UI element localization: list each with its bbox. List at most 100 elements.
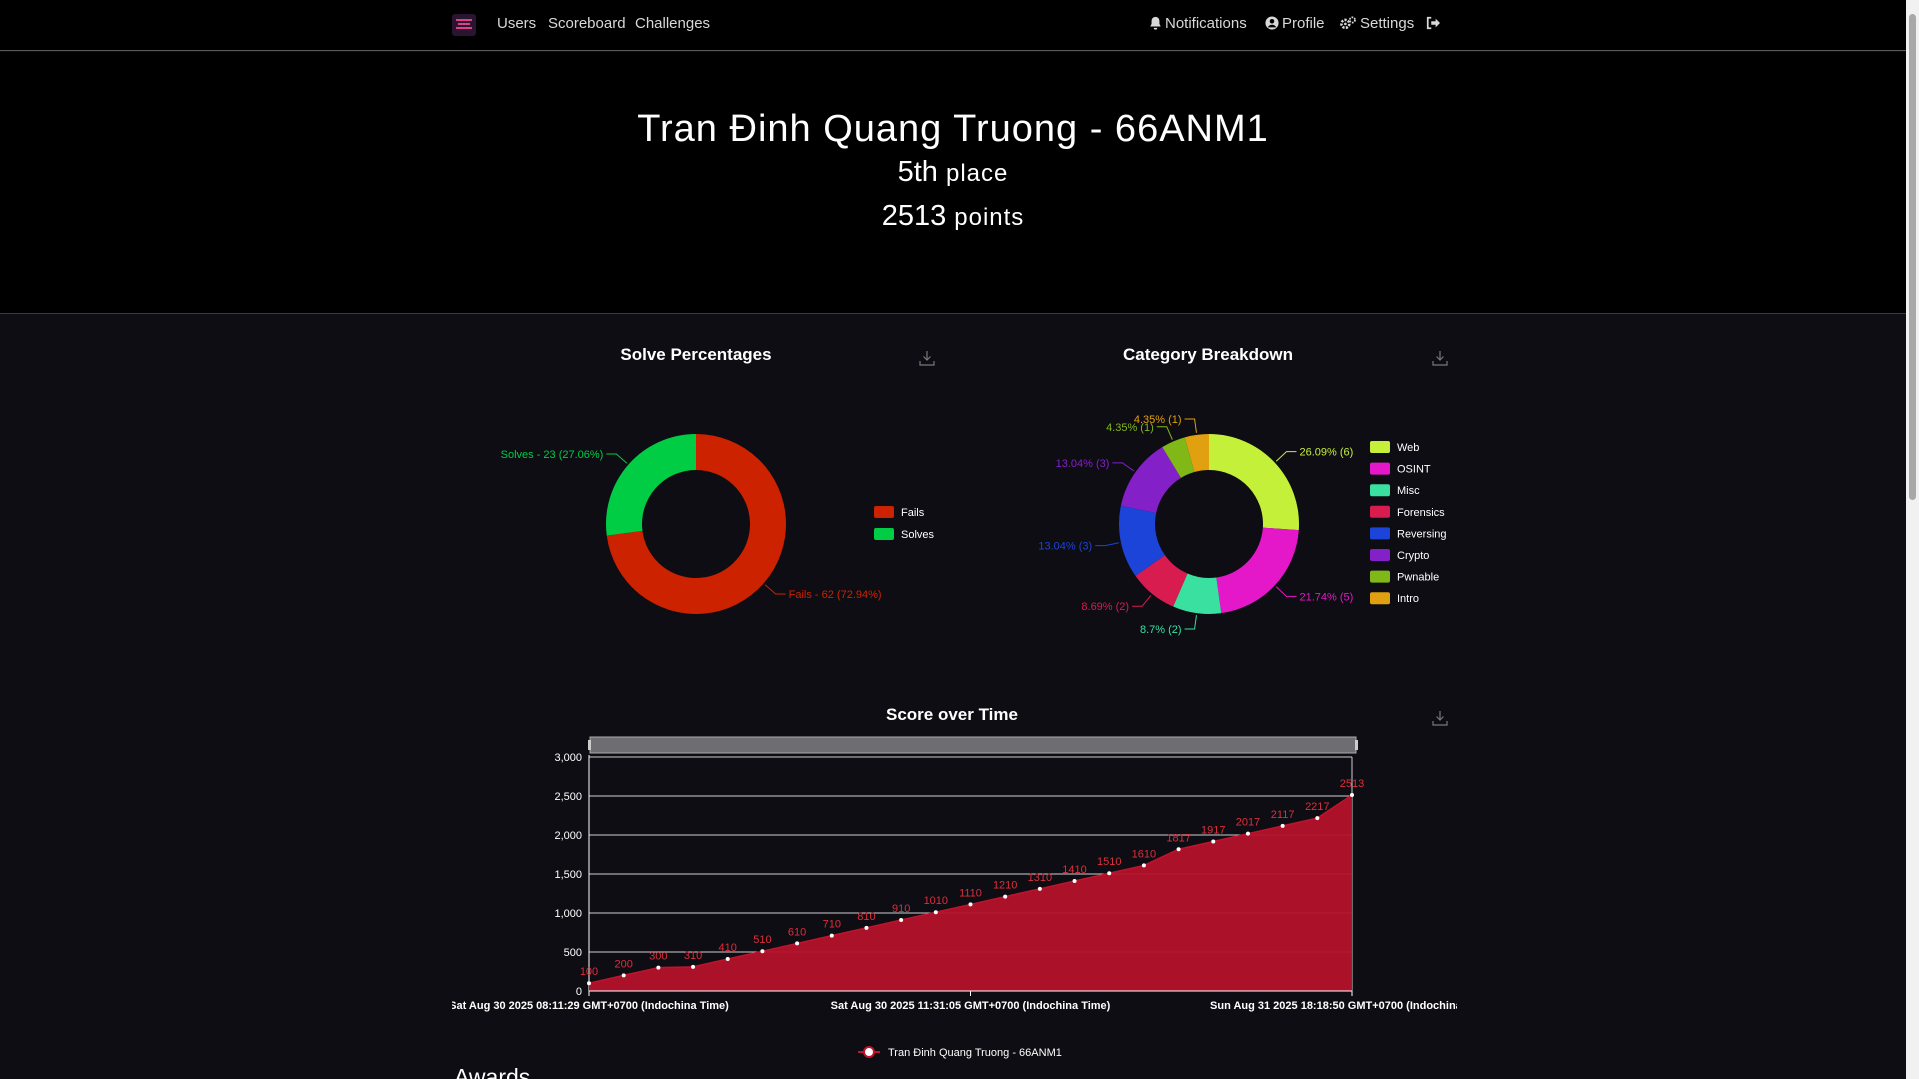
place-label: place xyxy=(946,160,1009,187)
legend-label-misc: Misc xyxy=(1397,485,1420,497)
data-label: 2117 xyxy=(1271,809,1295,821)
download-icon[interactable] xyxy=(1432,350,1448,366)
y-tick-label: 3,000 xyxy=(554,752,582,764)
legend-label-fails: Fails xyxy=(901,507,925,519)
profile-place: 5th place xyxy=(0,156,1906,189)
data-label: 1010 xyxy=(924,895,948,907)
nav-notifications[interactable]: Notifications xyxy=(1149,15,1247,32)
gears-icon xyxy=(1340,16,1356,30)
data-point xyxy=(1211,839,1216,844)
zoom-handle-left xyxy=(588,740,591,750)
data-point xyxy=(1280,823,1285,828)
data-point xyxy=(1176,847,1181,852)
slice-forensics xyxy=(1135,555,1188,607)
slice-label-line xyxy=(1095,542,1120,547)
points-label: points xyxy=(954,204,1025,231)
legend-label-forensics: Forensics xyxy=(1397,507,1445,519)
category-breakdown-chart: 26.09% (6) 21.74% (5) 8.7% (2) 8.69% (2) 13.… xyxy=(1038,414,1447,636)
data-point xyxy=(829,933,834,938)
slice-fails xyxy=(606,434,786,614)
slice-label-line xyxy=(764,584,786,595)
data-label: 2217 xyxy=(1305,801,1329,813)
data-label: 1410 xyxy=(1062,864,1086,876)
scrollbar[interactable] xyxy=(1906,0,1919,1079)
data-point xyxy=(795,941,800,946)
data-point xyxy=(725,957,730,962)
data-label: 300 xyxy=(649,951,667,963)
slice-label: 13.04% (3) xyxy=(1038,541,1092,553)
data-label: 310 xyxy=(684,950,702,962)
slice-solves xyxy=(606,434,696,536)
slice-label-line xyxy=(1275,451,1297,462)
y-tick-label: 2,500 xyxy=(554,791,582,803)
data-label: 1110 xyxy=(959,887,982,899)
place-number: 5th xyxy=(897,156,938,188)
slice-label: Fails - 62 (72.94%) xyxy=(789,589,882,601)
nav-users[interactable]: Users xyxy=(497,15,537,32)
data-label: 1210 xyxy=(993,880,1017,892)
slice-label-line xyxy=(1112,462,1135,472)
legend-swatch-fails xyxy=(874,506,894,518)
legend-label-reversing: Reversing xyxy=(1397,528,1447,540)
data-point xyxy=(1141,863,1146,868)
download-icon[interactable] xyxy=(919,350,935,366)
legend-swatch-web xyxy=(1370,441,1390,453)
logout-icon xyxy=(1426,16,1440,30)
legend-label-osint: OSINT xyxy=(1397,464,1431,476)
legend-swatch-intro xyxy=(1370,592,1390,605)
slice-label-line xyxy=(1156,426,1173,440)
slice-label-line xyxy=(1184,615,1197,630)
data-label: 1510 xyxy=(1097,856,1121,868)
data-label: 910 xyxy=(892,903,910,915)
legend-swatch-solves xyxy=(874,528,894,540)
download-icon[interactable] xyxy=(1432,710,1448,726)
data-point xyxy=(691,964,696,969)
slice-pwnable xyxy=(1162,437,1195,478)
slice-label-line xyxy=(1132,595,1152,607)
legend-swatch-crypto xyxy=(1370,549,1390,561)
nav-logout[interactable] xyxy=(1426,15,1443,32)
slice-label: 21.74% (5) xyxy=(1299,591,1353,603)
legend-swatch-osint xyxy=(1370,462,1390,475)
legend-label-intro: Intro xyxy=(1397,593,1419,605)
data-label: 810 xyxy=(857,911,875,923)
user-circle-icon xyxy=(1265,16,1279,30)
scrollbar-thumb[interactable] xyxy=(1909,14,1916,500)
data-point xyxy=(1037,886,1042,891)
nav-settings[interactable]: Settings xyxy=(1339,15,1414,32)
data-point xyxy=(656,965,661,970)
x-tick-label: Sat Aug 30 2025 11:31:05 GMT+0700 (Indoc… xyxy=(831,1000,1111,1012)
site-logo[interactable] xyxy=(452,14,476,36)
awards-heading: Awards xyxy=(454,1064,531,1079)
x-tick-label: Sun Aug 31 2025 18:18:50 GMT+0700 (Indoc… xyxy=(1210,1000,1460,1012)
zoom-handle-right xyxy=(1355,740,1358,750)
legend-label-pwnable: Pwnable xyxy=(1397,572,1439,584)
data-point xyxy=(968,902,973,907)
slice-osint xyxy=(1216,527,1299,614)
legend-swatch-reversing xyxy=(1370,527,1390,540)
score-over-time-chart: 0 500 1,000 1,500 2,000 2,500 3,000 100 200 300 31… xyxy=(452,736,1460,1059)
score-chart-title: Score over Time xyxy=(886,705,1018,724)
solve-chart-title: Solve Percentages xyxy=(620,345,772,364)
y-tick-label: 500 xyxy=(564,947,582,959)
legend-swatch-forensics xyxy=(1370,505,1390,518)
nav-challenges[interactable]: Challenges xyxy=(635,15,711,32)
data-point xyxy=(1003,894,1008,899)
data-label: 1310 xyxy=(1028,872,1052,884)
data-label: 710 xyxy=(823,919,841,931)
legend-label-crypto: Crypto xyxy=(1397,550,1429,562)
y-tick-label: 0 xyxy=(576,986,582,998)
data-point xyxy=(621,973,626,978)
navbar: Users Scoreboard Challenges Notification… xyxy=(0,0,1906,51)
nav-settings-label: Settings xyxy=(1360,15,1415,32)
legend-swatch-misc xyxy=(1370,484,1390,497)
slice-label: 4.35% (1) xyxy=(1106,422,1154,434)
nav-scoreboard[interactable]: Scoreboard xyxy=(548,15,626,32)
legend-label: Tran Đinh Quang Truong - 66ANM1 xyxy=(888,1047,1062,1059)
slice-crypto xyxy=(1120,447,1181,514)
data-label: 2017 xyxy=(1236,817,1260,829)
legend-label-solves: Solves xyxy=(901,529,935,541)
nav-profile[interactable]: Profile xyxy=(1265,15,1325,32)
data-point xyxy=(1350,792,1354,797)
data-point xyxy=(587,981,591,986)
